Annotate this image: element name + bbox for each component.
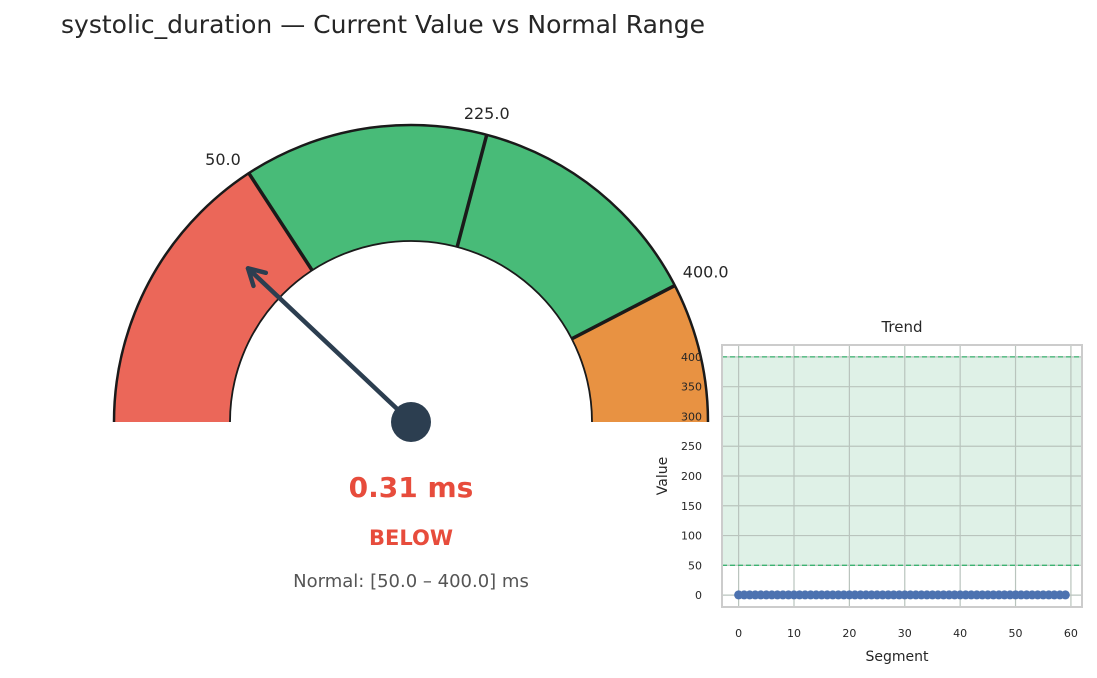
- gauge-tick-label: 50.0: [205, 150, 241, 169]
- trend-frame: [721, 344, 1083, 608]
- trend-data-point: [1060, 590, 1070, 600]
- gauge-band-above: [571, 285, 708, 422]
- trend-y-tick-label: 300: [681, 410, 702, 423]
- trend-y-tick-label: 250: [681, 440, 702, 453]
- trend-x-tick-label: 60: [1064, 627, 1078, 640]
- gauge-tick-label: 225.0: [464, 104, 510, 123]
- trend-y-tick-label: 350: [681, 381, 702, 394]
- trend-chart: 0 10 20 30 40 50 60 0 50 100 150 200 250 300 350 400 Tre…: [655, 318, 1083, 665]
- gauge-band-below: [114, 173, 313, 422]
- gauge-boundary-tick: [455, 134, 489, 248]
- trend-y-tick-label: 150: [681, 500, 702, 513]
- gauge: 50.0 225.0 400.0 0.31 ms BELOW Normal: [50.0 …: [112, 104, 729, 592]
- gauge-value-text: 0.31 ms: [349, 471, 474, 504]
- gauge-status-text: BELOW: [369, 526, 453, 550]
- trend-y-tick-label: 50: [688, 559, 702, 572]
- trend-x-tick-label: 30: [898, 627, 912, 640]
- trend-x-axis-label: Segment: [866, 649, 930, 665]
- gauge-needle-hub: [391, 402, 431, 442]
- trend-y-tick-label: 400: [681, 351, 702, 364]
- gauge-tick-label: 400.0: [683, 263, 729, 282]
- trend-y-tick-label: 100: [681, 530, 702, 543]
- trend-y-axis-label: Value: [655, 457, 671, 495]
- gauge-needle-head: [245, 266, 269, 289]
- gauge-range-text: Normal: [50.0 – 400.0] ms: [293, 571, 529, 592]
- trend-y-tick-label: 0: [695, 589, 702, 602]
- gauge-boundary-tick: [570, 283, 676, 341]
- trend-x-tick-label: 10: [787, 627, 801, 640]
- gauge-inner-arc: [229, 240, 593, 423]
- trend-x-tick-label: 50: [1009, 627, 1023, 640]
- trend-x-tick-label: 0: [735, 627, 742, 640]
- chart-title: systolic_duration — Current Value vs Nor…: [61, 10, 706, 39]
- trend-normal-band: [722, 356, 1082, 566]
- trend-y-tick-label: 200: [681, 470, 702, 483]
- gauge-outer-arc: [112, 123, 710, 423]
- trend-x-tick-label: 40: [953, 627, 967, 640]
- trend-title: Trend: [880, 318, 922, 336]
- trend-x-tick-label: 20: [842, 627, 856, 640]
- gauge-needle: [245, 266, 414, 425]
- gauge-boundary-tick: [247, 172, 314, 272]
